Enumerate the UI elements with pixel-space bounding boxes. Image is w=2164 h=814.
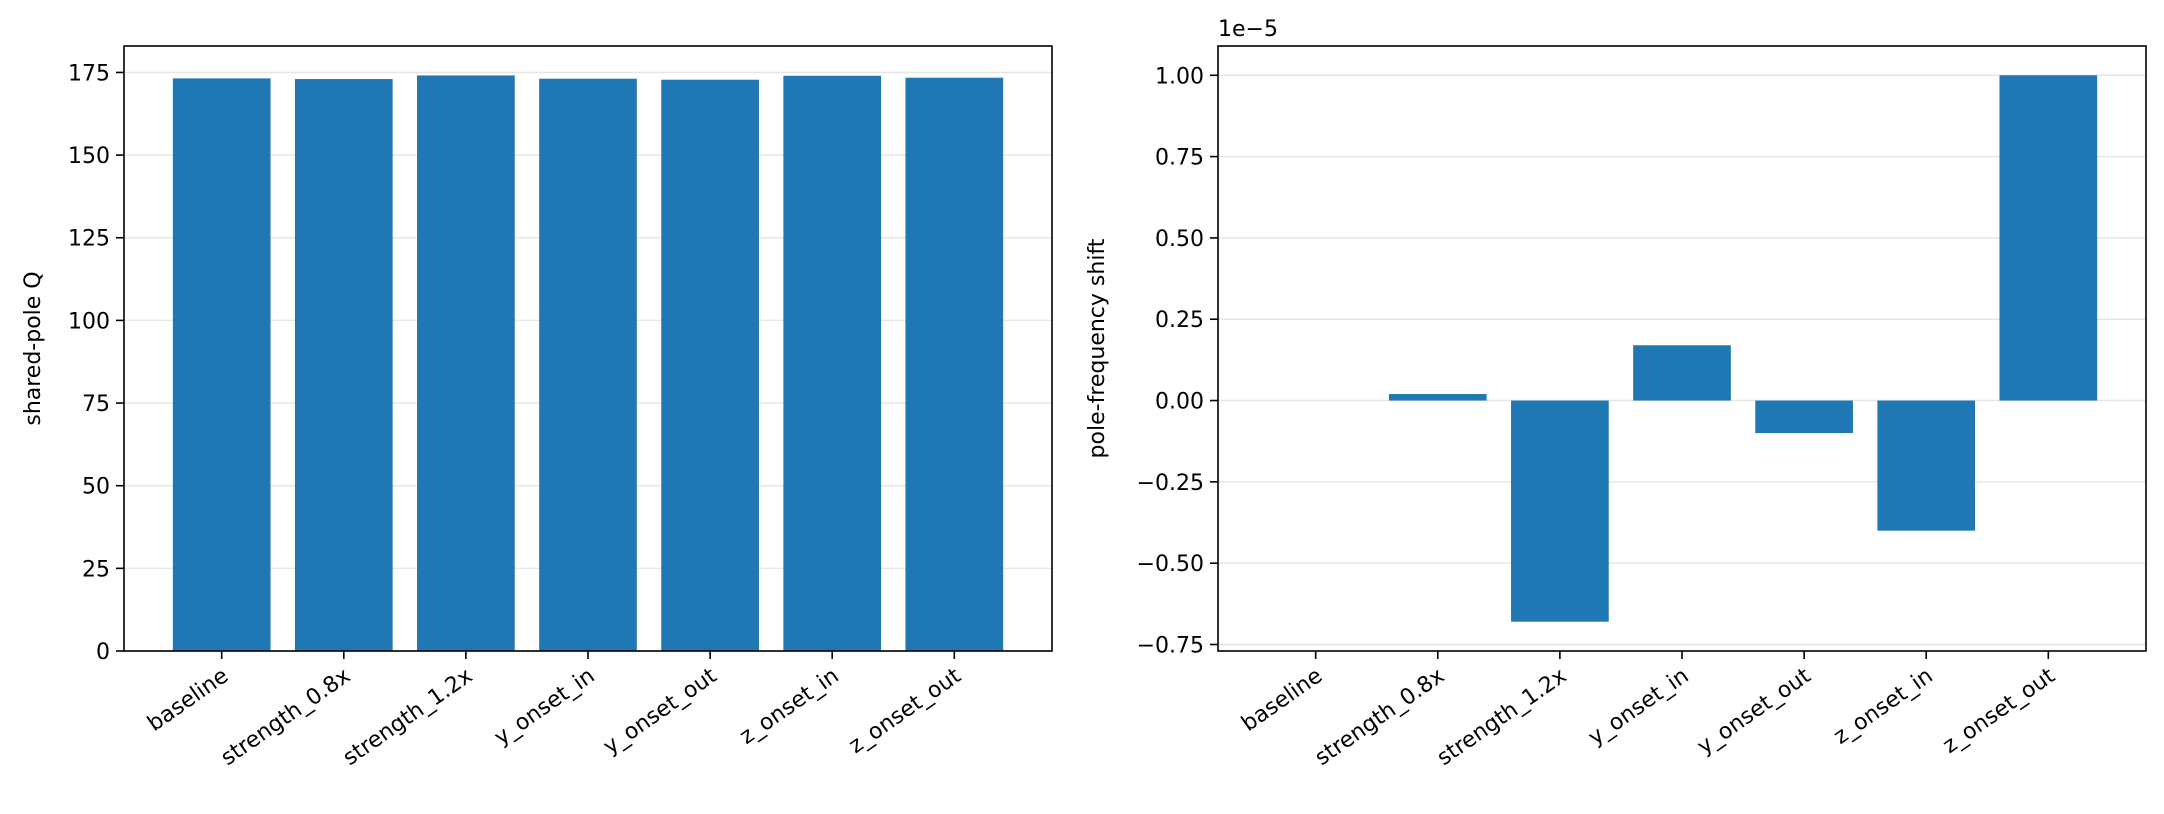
- bars: [172, 75, 1004, 652]
- y-tick-label: 175: [68, 61, 110, 86]
- gridlines: [1218, 74, 2146, 646]
- bar-z_onset_in: [1877, 400, 1976, 531]
- y-tick-label: −0.50: [1137, 552, 1204, 577]
- bar-baseline: [172, 78, 271, 651]
- bar-y_onset_in: [1633, 345, 1731, 401]
- bar-y_onset_out: [1755, 400, 1853, 434]
- y-tick-label: 50: [82, 475, 110, 500]
- y-tick-label: 0.00: [1155, 390, 1204, 415]
- bar-y_onset_out: [661, 79, 759, 651]
- y-tick-label: 0.50: [1155, 227, 1204, 252]
- bar-z_onset_out: [905, 77, 1004, 652]
- y-axis-ticks: 0 25 50 75 100 125 150 175: [68, 61, 124, 665]
- bar-strength_0.8x: [294, 79, 393, 651]
- y-tick-label: −0.25: [1137, 471, 1204, 496]
- bar-strength_0.8x: [1388, 394, 1487, 401]
- y-tick-label: −0.75: [1137, 633, 1204, 658]
- y-tick-label: 0.75: [1155, 146, 1204, 171]
- y-tick-label: 25: [82, 557, 110, 582]
- y-tick-label: 150: [68, 144, 110, 169]
- bar-z_onset_out: [1999, 75, 2098, 401]
- y-scale-label: 1e−5: [1218, 17, 1278, 42]
- bar-y_onset_in: [539, 78, 637, 652]
- y-axis-ticks: −0.75 −0.50 −0.25 0.00 0.25 0.50 0.75 1.00: [1137, 64, 1218, 658]
- bar-strength_1.2x: [1511, 400, 1609, 622]
- y-axis-label: shared-pole Q: [21, 271, 46, 425]
- y-axis-label: pole-frequency shift: [1085, 238, 1110, 458]
- bar-strength_1.2x: [417, 75, 515, 651]
- y-tick-label: 125: [68, 227, 110, 252]
- y-tick-label: 0: [96, 640, 110, 665]
- y-tick-label: 75: [82, 392, 110, 417]
- bars: [1388, 75, 2098, 622]
- y-tick-label: 0.25: [1155, 308, 1204, 333]
- y-tick-label: 1.00: [1155, 64, 1204, 89]
- bar-z_onset_in: [783, 75, 882, 652]
- y-tick-label: 100: [68, 309, 110, 334]
